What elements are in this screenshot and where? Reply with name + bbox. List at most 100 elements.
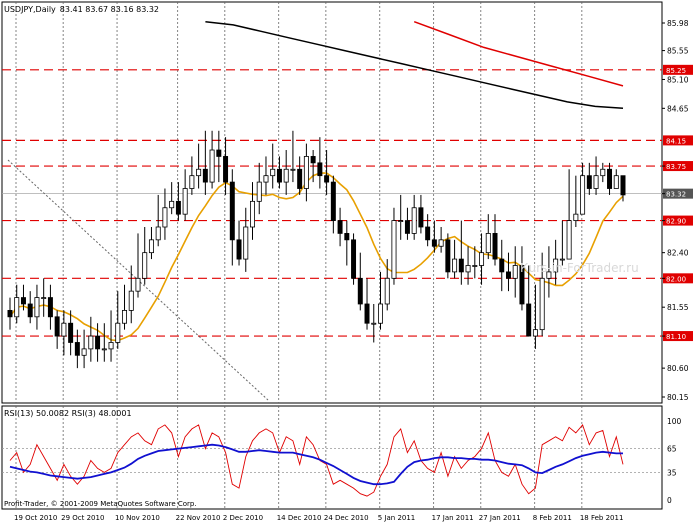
bull-candle — [34, 297, 40, 318]
x-tick-label: 27 Jan 2011 — [479, 514, 521, 522]
bear-candle — [607, 168, 613, 189]
bull-candle — [559, 258, 565, 261]
bull-candle — [182, 188, 188, 215]
bear-candle — [54, 316, 60, 337]
bull-candle — [250, 200, 255, 228]
rsi-title: RSI(13) 50.0082 RSI(3) 48.0001 — [4, 409, 132, 418]
rsi-y-tick-label: 0 — [667, 496, 672, 505]
rsi-13-line — [9, 443, 623, 486]
bear-candle — [364, 303, 370, 324]
y-tick-label: 85.55 — [667, 47, 689, 56]
rsi-plot-frame — [1, 405, 663, 510]
bear-candle — [324, 175, 330, 183]
main-plot-frame — [1, 1, 663, 404]
bull-candle — [532, 329, 538, 337]
bear-candle — [445, 239, 451, 273]
level-tag — [663, 161, 693, 172]
bear-candle — [223, 156, 229, 183]
bear-candle — [216, 149, 222, 157]
rsi-y-tick-label: 35 — [667, 468, 677, 477]
bull-candle — [61, 322, 67, 337]
bull-candle — [398, 220, 404, 222]
bear-candle — [236, 239, 242, 260]
bear-candle — [310, 156, 316, 164]
level-label: 84.15 — [666, 137, 686, 145]
level-label: 81.10 — [666, 333, 686, 341]
bull-candle — [88, 335, 94, 350]
bull-candle — [101, 348, 107, 351]
bear-candle — [297, 168, 303, 189]
bull-candle — [438, 239, 444, 247]
x-tick-label: 10 Nov 2010 — [115, 514, 160, 522]
x-tick-label: 14 Dec 2010 — [277, 514, 322, 522]
level-tag — [663, 331, 693, 342]
bull-candle — [263, 175, 269, 183]
bear-candle — [74, 342, 80, 356]
bear-candle — [229, 181, 235, 241]
slow-moving-average-red — [413, 20, 624, 87]
bull-candle — [593, 175, 599, 189]
level-tag — [663, 188, 693, 199]
bull-candle — [485, 233, 491, 254]
bull-candle — [371, 322, 377, 325]
y-tick-label: 80.15 — [667, 393, 689, 402]
bear-candle — [431, 239, 437, 247]
bull-candle — [411, 207, 417, 234]
level-tag — [663, 273, 693, 284]
x-tick-label: 8 Feb 2011 — [533, 514, 572, 522]
level-tag — [663, 135, 693, 146]
rsi-y-tick-label: 100 — [667, 417, 682, 426]
x-tick-label: 5 Jan 2011 — [378, 514, 416, 522]
bear-candle — [47, 297, 53, 318]
y-tick-label: 84.65 — [667, 104, 689, 113]
bull-candle — [479, 252, 485, 266]
bear-candle — [317, 162, 323, 177]
bull-candle — [546, 271, 552, 279]
bear-candle — [276, 168, 282, 183]
bull-candle — [452, 258, 458, 273]
bear-candle — [337, 220, 343, 234]
level-tag — [663, 215, 693, 226]
rsi-y-tick-label: 65 — [667, 445, 677, 454]
bull-candle — [270, 168, 276, 177]
bear-candle — [505, 271, 511, 279]
bear-candle — [499, 258, 505, 273]
bull-candle — [142, 252, 148, 279]
y-tick-label: 80.60 — [667, 364, 689, 373]
bull-candle — [378, 303, 383, 324]
chart-title: USDJPY,Daily 83.41 83.67 83.16 83.32 — [4, 5, 159, 14]
bull-candle — [613, 175, 619, 189]
x-tick-label: 24 Dec 2010 — [324, 514, 369, 522]
bull-candle — [256, 181, 262, 202]
bull-candle — [539, 277, 545, 331]
watermark-text: Кurs-in-ForTrader.ru — [520, 261, 639, 275]
bear-candle — [202, 168, 208, 183]
level-label: 85.25 — [666, 67, 686, 75]
bull-candle — [196, 168, 202, 177]
rsi-3-line — [9, 424, 624, 497]
bull-candle — [148, 239, 154, 254]
y-tick-label: 85.98 — [667, 19, 689, 28]
bull-candle — [122, 309, 128, 324]
y-tick-label: 82.40 — [667, 249, 689, 258]
bull-candle — [115, 322, 121, 343]
ohlc-values: 83.41 83.67 83.16 83.32 — [60, 5, 159, 14]
bear-candle — [586, 175, 592, 189]
bull-candle — [553, 258, 559, 273]
bull-candle — [573, 213, 579, 221]
bull-candle — [128, 290, 134, 311]
bear-candle — [519, 265, 525, 305]
level-label: 82.00 — [666, 275, 686, 283]
x-tick-label: 18 Feb 2011 — [580, 514, 624, 522]
symbol-label: USDJPY,Daily — [4, 5, 56, 14]
bull-candle — [135, 277, 141, 292]
bull-candle — [209, 149, 215, 183]
y-tick-label: 85.10 — [667, 75, 689, 84]
x-tick-label: 29 Oct 2010 — [61, 514, 104, 522]
bull-candle — [283, 168, 289, 183]
bull-candle — [169, 200, 175, 209]
copyright-text: Profit-Trader, © 2001-2009 MetaQuotes So… — [4, 500, 197, 508]
bull-candle — [391, 220, 397, 279]
